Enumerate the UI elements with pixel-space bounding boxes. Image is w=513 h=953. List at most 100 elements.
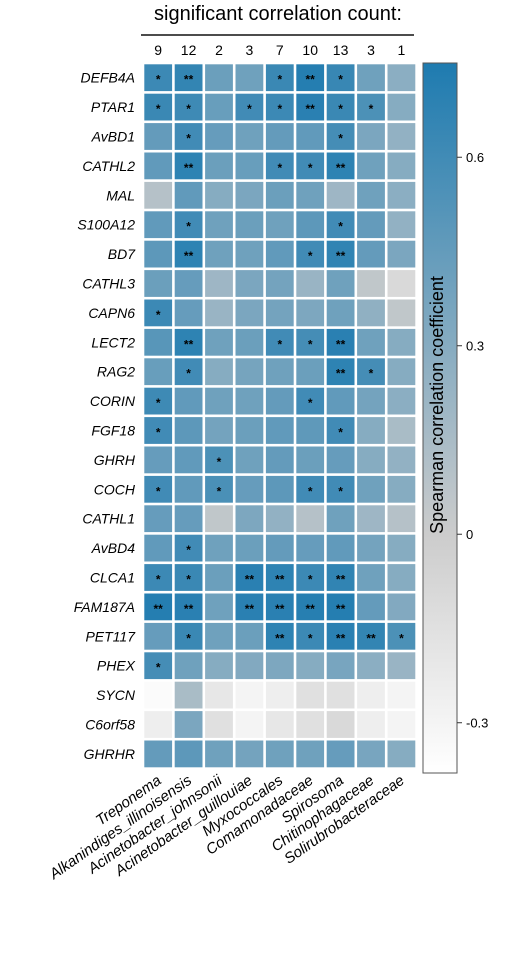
heatmap-cell — [357, 299, 385, 327]
heatmap-cell — [144, 652, 173, 680]
heatmap-cell — [235, 299, 264, 327]
heatmap-cell — [357, 211, 385, 239]
significance-star: ** — [336, 161, 346, 175]
row-label: PTAR1 — [91, 99, 135, 115]
heatmap-cell — [205, 740, 233, 768]
heatmap-cell — [296, 93, 325, 121]
heatmap-cell — [265, 240, 294, 268]
significance-star: ** — [275, 631, 285, 645]
heatmap-cell — [296, 270, 325, 297]
significance-star: * — [186, 132, 191, 146]
heatmap-cell — [144, 387, 173, 415]
heatmap-cell — [296, 417, 325, 444]
heatmap-cell — [357, 711, 385, 738]
heatmap-cell — [326, 534, 355, 562]
heatmap-cell — [205, 181, 233, 209]
heatmap-cell — [174, 358, 203, 386]
heatmap-cell — [296, 534, 325, 562]
heatmap-cell — [144, 181, 173, 209]
heatmap-cell — [326, 358, 355, 386]
heatmap-cell — [326, 652, 355, 680]
heatmap-cell — [174, 123, 203, 150]
heatmap-cell — [326, 387, 355, 415]
heatmap-cell — [265, 652, 294, 680]
significance-star: * — [308, 631, 313, 645]
heatmap-cell — [235, 152, 264, 180]
heatmap-cell — [357, 240, 385, 268]
heatmap-cell — [235, 652, 264, 680]
heatmap-cell — [205, 652, 233, 680]
heatmap-cell — [387, 387, 416, 415]
significance-star: ** — [336, 631, 346, 645]
heatmap-cell — [357, 475, 385, 503]
heatmap-cell — [326, 446, 355, 474]
heatmap-cell — [144, 299, 173, 327]
significance-star: * — [308, 249, 313, 263]
significance-star: ** — [184, 249, 194, 263]
significance-star: ** — [245, 573, 255, 587]
colorbar: 0.6 0.3 0 -0.3 Spearman correlation coeffic… — [422, 62, 488, 774]
significance-star: ** — [306, 102, 316, 116]
significance-star: ** — [366, 631, 376, 645]
row-label: RAG2 — [97, 364, 135, 380]
heatmap-cell — [357, 123, 385, 150]
heatmap-cell — [357, 622, 385, 650]
significance-star: * — [338, 220, 343, 234]
heatmap-cell — [326, 152, 355, 180]
heatmap-cell — [205, 622, 233, 650]
significance-star: ** — [184, 602, 194, 616]
heatmap-cell — [205, 152, 233, 180]
significance-star: * — [308, 161, 313, 175]
heatmap-cell — [296, 475, 325, 503]
row-label: FGF18 — [91, 423, 135, 439]
heatmap-cell — [144, 622, 173, 650]
heatmap-cell — [296, 123, 325, 150]
significance-star: * — [369, 102, 374, 116]
heatmap-cell — [144, 681, 173, 709]
heatmap-cell — [144, 505, 173, 533]
heatmap-cell — [296, 358, 325, 386]
significance-star: * — [308, 396, 313, 410]
heatmap-cell — [326, 417, 355, 444]
significance-star: * — [186, 543, 191, 557]
heatmap-cell — [265, 64, 294, 92]
significance-star: * — [156, 396, 161, 410]
heatmap-cell — [326, 211, 355, 239]
significance-star: ** — [184, 161, 194, 175]
significance-star: * — [186, 573, 191, 587]
colorbar-tick-label: 0.6 — [466, 150, 484, 165]
heatmap-cell — [144, 593, 173, 621]
heatmap-cell — [296, 652, 325, 680]
significance-star: * — [308, 484, 313, 498]
heatmap-cell — [387, 652, 416, 680]
heatmap-cell — [326, 681, 355, 709]
row-label: CORIN — [90, 393, 136, 409]
heatmap-cell — [205, 240, 233, 268]
heatmap-cell — [205, 123, 233, 150]
heatmap-cell — [296, 711, 325, 738]
row-labels: DEFB4A PTAR1 AvBD1 CATHL2 MAL S100A12 BD7 CATHL… — [74, 70, 136, 762]
significance-star: * — [156, 426, 161, 440]
count-label: 13 — [333, 42, 349, 58]
heatmap-cell — [205, 534, 233, 562]
heatmap-cell — [235, 475, 264, 503]
heatmap-cell — [144, 564, 173, 591]
row-label: MAL — [106, 187, 135, 203]
heatmap-cell — [174, 211, 203, 239]
significance-star: * — [369, 367, 374, 381]
heatmap-cell — [205, 270, 233, 297]
heatmap-cell — [326, 505, 355, 533]
heatmap-cell — [296, 387, 325, 415]
heatmap-cell — [235, 93, 264, 121]
significance-star: * — [277, 102, 282, 116]
heatmap-cell — [387, 240, 416, 268]
heatmap-cell — [265, 211, 294, 239]
heatmap-cell — [235, 446, 264, 474]
row-label: PHEX — [97, 658, 136, 674]
heatmap-cell — [326, 181, 355, 209]
heatmap-cell — [174, 505, 203, 533]
significance-star: * — [338, 102, 343, 116]
heatmap-cell — [174, 564, 203, 591]
significance-star: ** — [306, 73, 316, 87]
